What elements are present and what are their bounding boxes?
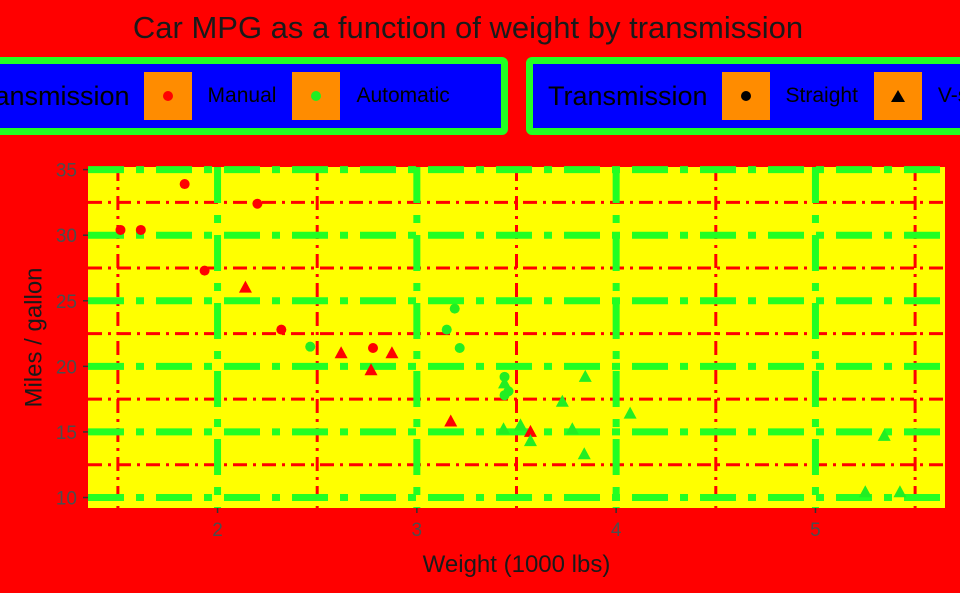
data-point-triangle [577, 447, 591, 460]
legend-transmission-shape: Transmission Straight V-shaped [526, 57, 960, 135]
data-points [115, 179, 907, 498]
x-tick-label: 3 [412, 520, 423, 541]
chart-title: Car MPG as a function of weight by trans… [132, 10, 804, 45]
x-tick-label: 2 [212, 520, 223, 541]
data-point-circle [449, 303, 460, 314]
data-point-triangle [877, 428, 891, 441]
circle-icon [740, 91, 751, 101]
data-point-triangle [555, 394, 569, 407]
data-point-circle [179, 179, 190, 190]
y-tick-label: 25 [56, 292, 77, 313]
data-point-triangle [444, 414, 458, 427]
data-point-triangle [578, 369, 592, 382]
legend-dot-icon [162, 91, 173, 101]
data-point-triangle [858, 485, 872, 498]
x-tick-label: 5 [810, 520, 821, 541]
data-point-triangle [565, 422, 579, 435]
legend-key-straight [721, 72, 770, 120]
y-tick-label: 10 [56, 489, 77, 510]
y-tick-label: 35 [56, 161, 77, 182]
legend-dot-icon [311, 91, 322, 101]
legend-title: Transmission [548, 80, 708, 111]
data-point-triangle [623, 406, 637, 419]
legend-key-v-shaped [873, 72, 922, 120]
x-tick-label: 4 [611, 520, 622, 541]
data-point-circle [135, 224, 146, 235]
triangle-icon [890, 90, 905, 102]
legend-label-v-shaped: V-shaped [937, 84, 960, 107]
y-tick-label: 20 [56, 357, 77, 378]
data-point-triangle [364, 363, 378, 376]
data-point-circle [276, 324, 287, 335]
legend-label-manual: Manual [207, 84, 277, 107]
axis-ticks: 2 3 4 5 10 15 20 25 30 35 [56, 161, 821, 541]
data-point-circle [305, 341, 316, 352]
minor-grid [88, 167, 945, 508]
data-point-circle [252, 198, 263, 209]
data-point-circle [441, 324, 452, 335]
data-point-triangle [498, 376, 512, 389]
data-point-circle [115, 224, 126, 235]
major-grid [88, 166, 945, 508]
data-point-triangle [513, 418, 527, 431]
plot-panel [88, 167, 945, 508]
data-point-triangle [523, 424, 537, 437]
legend-label-straight: Straight [785, 84, 858, 107]
data-point-triangle [238, 280, 252, 293]
x-axis-label: Weight (1000 lbs) [423, 551, 611, 578]
data-point-circle [499, 390, 510, 401]
data-point-triangle [523, 434, 537, 447]
data-point-triangle [893, 485, 907, 498]
legend-title: Transmission [0, 80, 130, 111]
legend-key-manual [143, 72, 192, 120]
legend-transmission-color: Transmission Manual Automatic [0, 57, 508, 135]
data-point-circle [454, 342, 465, 353]
legend-key-automatic [292, 72, 341, 120]
y-tick-label: 15 [56, 423, 77, 444]
legend-label-automatic: Automatic [356, 84, 450, 107]
data-point-triangle [385, 346, 399, 359]
data-point-circle [199, 265, 210, 276]
y-tick-label: 30 [56, 226, 77, 247]
data-point-triangle [497, 422, 511, 435]
data-point-triangle [334, 346, 348, 359]
data-point-circle [368, 342, 379, 353]
y-axis-label: Miles / gallon [20, 267, 47, 407]
